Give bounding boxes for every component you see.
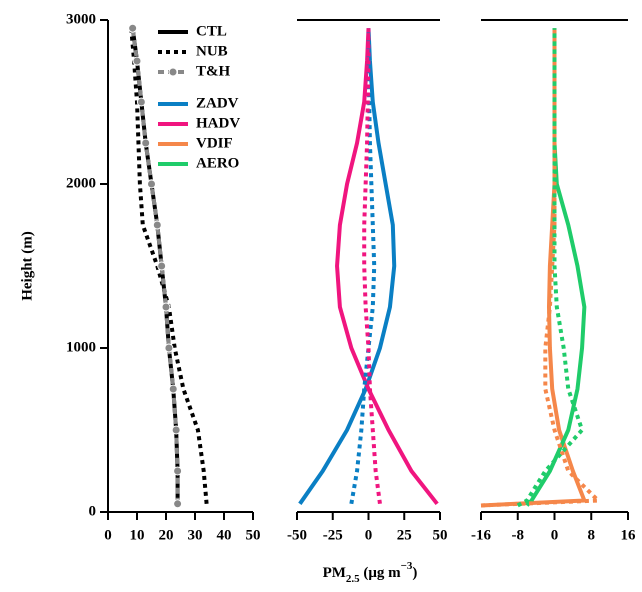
x-tick-label: 20 [159,527,174,543]
profile-point [136,97,146,107]
x-tick-label: 50 [433,527,448,543]
x-tick-label: 8 [588,527,596,543]
x-label-sub: 2.5 [346,573,360,585]
profile-point [168,384,178,394]
x-tick-label: 40 [217,527,232,543]
x-tick-label: 0 [365,527,373,543]
profile-point [164,343,174,353]
x-tick-label: -16 [471,527,491,543]
legend-label: T&H [196,63,231,79]
x-tick-label: 25 [397,527,412,543]
x-label-sup: −3 [401,560,413,572]
profile-point [128,23,138,33]
x-tick-label: 10 [130,527,145,543]
x-tick-label: 30 [188,527,203,543]
profile-point [132,56,142,66]
legend-label: NUB [196,43,228,59]
x-tick-label: 50 [246,527,261,543]
profile-line [335,28,439,506]
profile-point [161,302,171,312]
y-tick-label: 3000 [66,11,96,27]
profile-line [362,28,382,505]
profile-point [173,466,183,476]
profile-point [171,425,181,435]
profile-point [147,179,156,189]
x-label-part: ) [412,565,417,581]
y-axis-label: Height (m) [19,231,35,301]
x-tick-label: 0 [551,527,559,543]
x-tick-label: -25 [323,527,343,543]
legend-label: CTL [196,23,227,39]
x-label-part: PM [323,565,346,581]
legend-label: AERO [196,155,239,171]
x-tick-label: -8 [512,527,525,543]
legend-swatch-point [168,67,178,77]
y-tick-label: 0 [89,503,97,519]
legend-label: VDIF [196,135,233,151]
profile-point [152,220,162,230]
x-axis-label: PM2.5 (μg m−3) [323,560,418,585]
x-label-part: (μg m [360,565,401,581]
y-tick-label: 1000 [66,339,96,355]
profile-line [480,28,588,508]
y-tick-label: 2000 [66,175,96,191]
legend-label: ZADV [196,95,239,111]
profile-point [157,261,167,271]
x-tick-label: -50 [287,527,307,543]
profile-line [480,28,603,508]
profile-point [173,499,183,509]
x-tick-label: 0 [104,527,112,543]
profile-line [298,28,397,505]
x-tick-label: 16 [621,527,637,543]
legend-label: HADV [196,115,240,131]
profile-line [516,28,585,508]
profile-point [141,138,151,148]
